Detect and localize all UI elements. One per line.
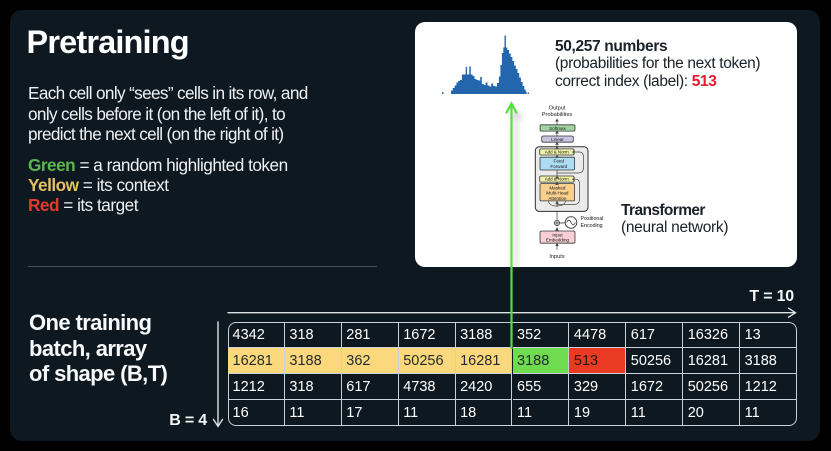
svg-text:Forward: Forward: [550, 164, 567, 169]
svg-text:Attention: Attention: [548, 196, 567, 201]
svg-text:Output: Output: [549, 106, 566, 112]
svg-text:Probabilities: Probabilities: [542, 112, 573, 118]
svg-text:Positional: Positional: [581, 216, 604, 222]
svg-text:Softmax: Softmax: [549, 126, 567, 131]
svg-text:Embedding: Embedding: [546, 238, 570, 243]
svg-text:Inputs: Inputs: [549, 254, 564, 260]
svg-text:Feed: Feed: [554, 159, 565, 164]
svg-text:Add & Norm: Add & Norm: [545, 177, 569, 182]
svg-text:Multi-Head: Multi-Head: [546, 191, 569, 196]
svg-text:Masked: Masked: [549, 185, 566, 190]
svg-text:Input: Input: [552, 233, 563, 238]
svg-text:Add & Norm: Add & Norm: [545, 150, 569, 155]
svg-text:Encoding: Encoding: [581, 223, 603, 229]
svg-text:Linear: Linear: [551, 137, 564, 142]
